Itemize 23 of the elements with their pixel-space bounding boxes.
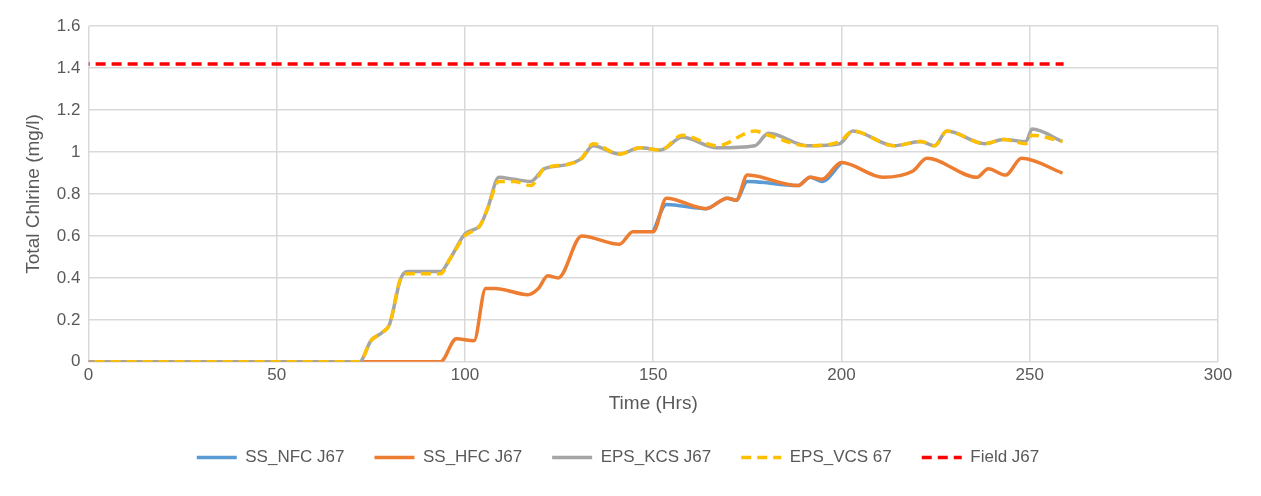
y-tick-label: 1.4	[56, 57, 81, 77]
x-tick-label: 50	[267, 364, 287, 384]
y-tick-label: 1.2	[56, 99, 81, 119]
y-tick-label: 1.6	[56, 15, 81, 35]
y-tick-label: 0.8	[56, 183, 81, 203]
y-tick-label: 0	[70, 351, 81, 371]
y-tick-label: 0.2	[56, 309, 81, 329]
legend-label: EPS_VCS 67	[789, 447, 892, 467]
legend-label: Field J67	[970, 447, 1040, 467]
y-tick-label: 1	[70, 141, 81, 161]
x-axis-title: Time (Hrs)	[608, 391, 698, 413]
x-tick-label: 300	[1203, 364, 1233, 384]
x-tick-label: 0	[83, 364, 94, 384]
legend-label: EPS_KCS J67	[600, 447, 712, 467]
legend-label: SS_NFC J67	[245, 447, 345, 467]
x-tick-label: 200	[827, 364, 856, 384]
x-tick-label: 100	[450, 364, 480, 384]
legend-label: SS_HFC J67	[422, 447, 523, 467]
y-axis-title: Total Chlrine (mg/l)	[21, 114, 43, 274]
x-tick-label: 250	[1015, 364, 1044, 384]
y-tick-label: 0.4	[56, 267, 81, 287]
y-tick-label: 0.6	[56, 225, 81, 245]
x-tick-label: 150	[639, 364, 668, 384]
